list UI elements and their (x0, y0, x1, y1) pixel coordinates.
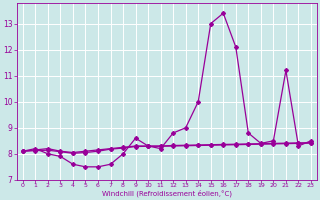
X-axis label: Windchill (Refroidissement éolien,°C): Windchill (Refroidissement éolien,°C) (102, 190, 232, 197)
